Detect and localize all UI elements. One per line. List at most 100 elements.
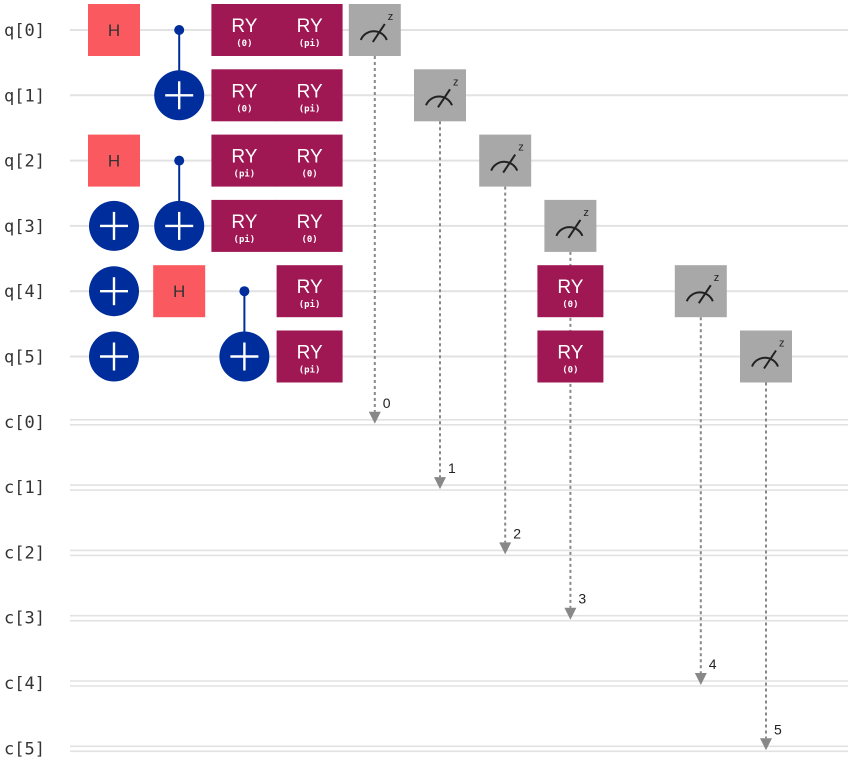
meter-needle-icon bbox=[697, 284, 712, 304]
ry-gate-param: (0) bbox=[562, 366, 578, 376]
meter-needle-icon bbox=[763, 349, 777, 370]
ry-gate-param: (0) bbox=[301, 235, 317, 245]
clbit-label: c[4] bbox=[4, 674, 45, 694]
ry-gate-param: (pi) bbox=[234, 234, 256, 245]
ry-gate: RY (0) bbox=[537, 330, 604, 383]
ry-gate-box bbox=[276, 330, 343, 383]
measure-arrow-head bbox=[499, 542, 512, 555]
measure-bit-label: 4 bbox=[709, 656, 717, 672]
h-gate-box bbox=[153, 265, 206, 318]
classical-wire bbox=[70, 680, 848, 687]
h-gate-box bbox=[88, 134, 140, 187]
meter-icon bbox=[751, 356, 779, 367]
h-gate: H bbox=[88, 4, 140, 56]
gates-layer: H RY(0)RY(pi)RY(0)RY(pi)H RY(pi)RY(0)RY(pi… bbox=[88, 4, 792, 383]
clbit-label: c[3] bbox=[4, 609, 45, 629]
measure-gate: z bbox=[348, 4, 401, 56]
ry-gate-box bbox=[276, 69, 343, 122]
ry-gate: RY (0) bbox=[537, 265, 604, 318]
measure-basis-label: z bbox=[714, 272, 720, 284]
measure-bit-label: 0 bbox=[383, 395, 391, 411]
x-gate bbox=[89, 331, 139, 382]
measure-basis-label: z bbox=[779, 338, 785, 350]
h-gate-box bbox=[88, 4, 140, 56]
measure-gate-box bbox=[740, 330, 792, 383]
ry-gate-label: RY bbox=[297, 212, 323, 233]
ry-gate-param: (pi) bbox=[299, 38, 321, 49]
measure-basis-label: z bbox=[453, 76, 459, 88]
measure-arrow-head bbox=[760, 738, 772, 751]
ry-gate-label: RY bbox=[557, 277, 583, 298]
meter-needle-icon bbox=[502, 154, 517, 174]
measure-gate-box bbox=[479, 134, 532, 187]
qubit-label: q[0] bbox=[4, 21, 45, 41]
ry-gate-label: RY bbox=[297, 147, 323, 168]
ry-gate-label: RY bbox=[297, 81, 323, 102]
meter-icon bbox=[490, 160, 519, 172]
meter-icon bbox=[425, 95, 453, 106]
ry-gate-box bbox=[276, 265, 343, 318]
ry-gate-box bbox=[537, 330, 604, 383]
ry-gate-label: RY bbox=[231, 81, 257, 102]
clbit-label: c[0] bbox=[4, 413, 45, 433]
meter-icon bbox=[685, 291, 714, 302]
clbit-label: c[2] bbox=[4, 543, 45, 563]
x-gate bbox=[89, 200, 139, 251]
cnot-control-dot bbox=[174, 25, 185, 35]
measure-arrow-head bbox=[434, 477, 446, 490]
ry-gate-box bbox=[276, 199, 343, 252]
ry-gate: RY (0) bbox=[276, 134, 343, 187]
cnot-gate bbox=[219, 286, 270, 382]
ry-gate-param: (pi) bbox=[234, 169, 256, 180]
ry-gate: RY (0) bbox=[211, 69, 278, 122]
cnot-control-dot bbox=[239, 286, 250, 297]
qubit-label: q[4] bbox=[4, 282, 45, 302]
ry-gate-label: RY bbox=[231, 16, 257, 37]
ry-gate-param: (pi) bbox=[299, 299, 321, 310]
ry-gate-param: (0) bbox=[562, 300, 578, 310]
measure-bit-label: 2 bbox=[513, 525, 521, 541]
qubit-label: q[2] bbox=[4, 152, 45, 172]
qubit-label: q[3] bbox=[4, 217, 45, 237]
h-gate: H bbox=[88, 134, 140, 187]
ry-gate-param: (0) bbox=[236, 104, 252, 114]
measure-gate-box bbox=[544, 199, 597, 252]
measure-gate-box bbox=[674, 265, 727, 318]
ry-gate: RY (0) bbox=[276, 199, 343, 252]
cnot-target bbox=[219, 331, 270, 382]
qubit-label: q[5] bbox=[4, 348, 45, 368]
measure-gate-box bbox=[348, 4, 401, 56]
h-gate-label: H bbox=[173, 282, 185, 301]
clbit-label: c[1] bbox=[4, 478, 45, 498]
h-gate: H bbox=[153, 265, 206, 318]
classical-wire bbox=[70, 745, 848, 753]
measure-basis-label: z bbox=[388, 11, 394, 23]
cnot-gate bbox=[154, 25, 205, 121]
qubit-label: q[1] bbox=[4, 86, 45, 106]
measure-bit-label: 1 bbox=[448, 460, 456, 476]
ry-gate-box bbox=[276, 134, 343, 187]
ry-gate-param: (pi) bbox=[299, 103, 321, 114]
measure-basis-label: z bbox=[518, 142, 524, 154]
measure-gate-box bbox=[414, 69, 466, 122]
ry-gate-param: (0) bbox=[236, 39, 252, 49]
measure-basis-label: z bbox=[583, 207, 589, 219]
meter-icon bbox=[555, 226, 584, 237]
ry-gate-label: RY bbox=[557, 343, 583, 364]
cnot-target bbox=[154, 70, 205, 121]
x-gate bbox=[89, 266, 139, 317]
meter-icon bbox=[359, 30, 388, 41]
ry-gate-label: RY bbox=[297, 277, 323, 298]
ry-gate-label: RY bbox=[231, 212, 257, 233]
h-gate-label: H bbox=[108, 152, 120, 171]
ry-gate: RY(pi) bbox=[276, 69, 343, 122]
measure-gate: z bbox=[479, 134, 532, 187]
meter-needle-icon bbox=[371, 23, 386, 43]
measure-gate: z bbox=[674, 265, 727, 318]
ry-gate-label: RY bbox=[231, 147, 257, 168]
measure-arrow-head bbox=[564, 607, 577, 620]
h-gate-label: H bbox=[108, 21, 120, 40]
ry-gate-label: RY bbox=[297, 16, 323, 37]
ry-gate-param: (0) bbox=[301, 170, 317, 180]
ry-gate-param: (pi) bbox=[299, 365, 321, 376]
